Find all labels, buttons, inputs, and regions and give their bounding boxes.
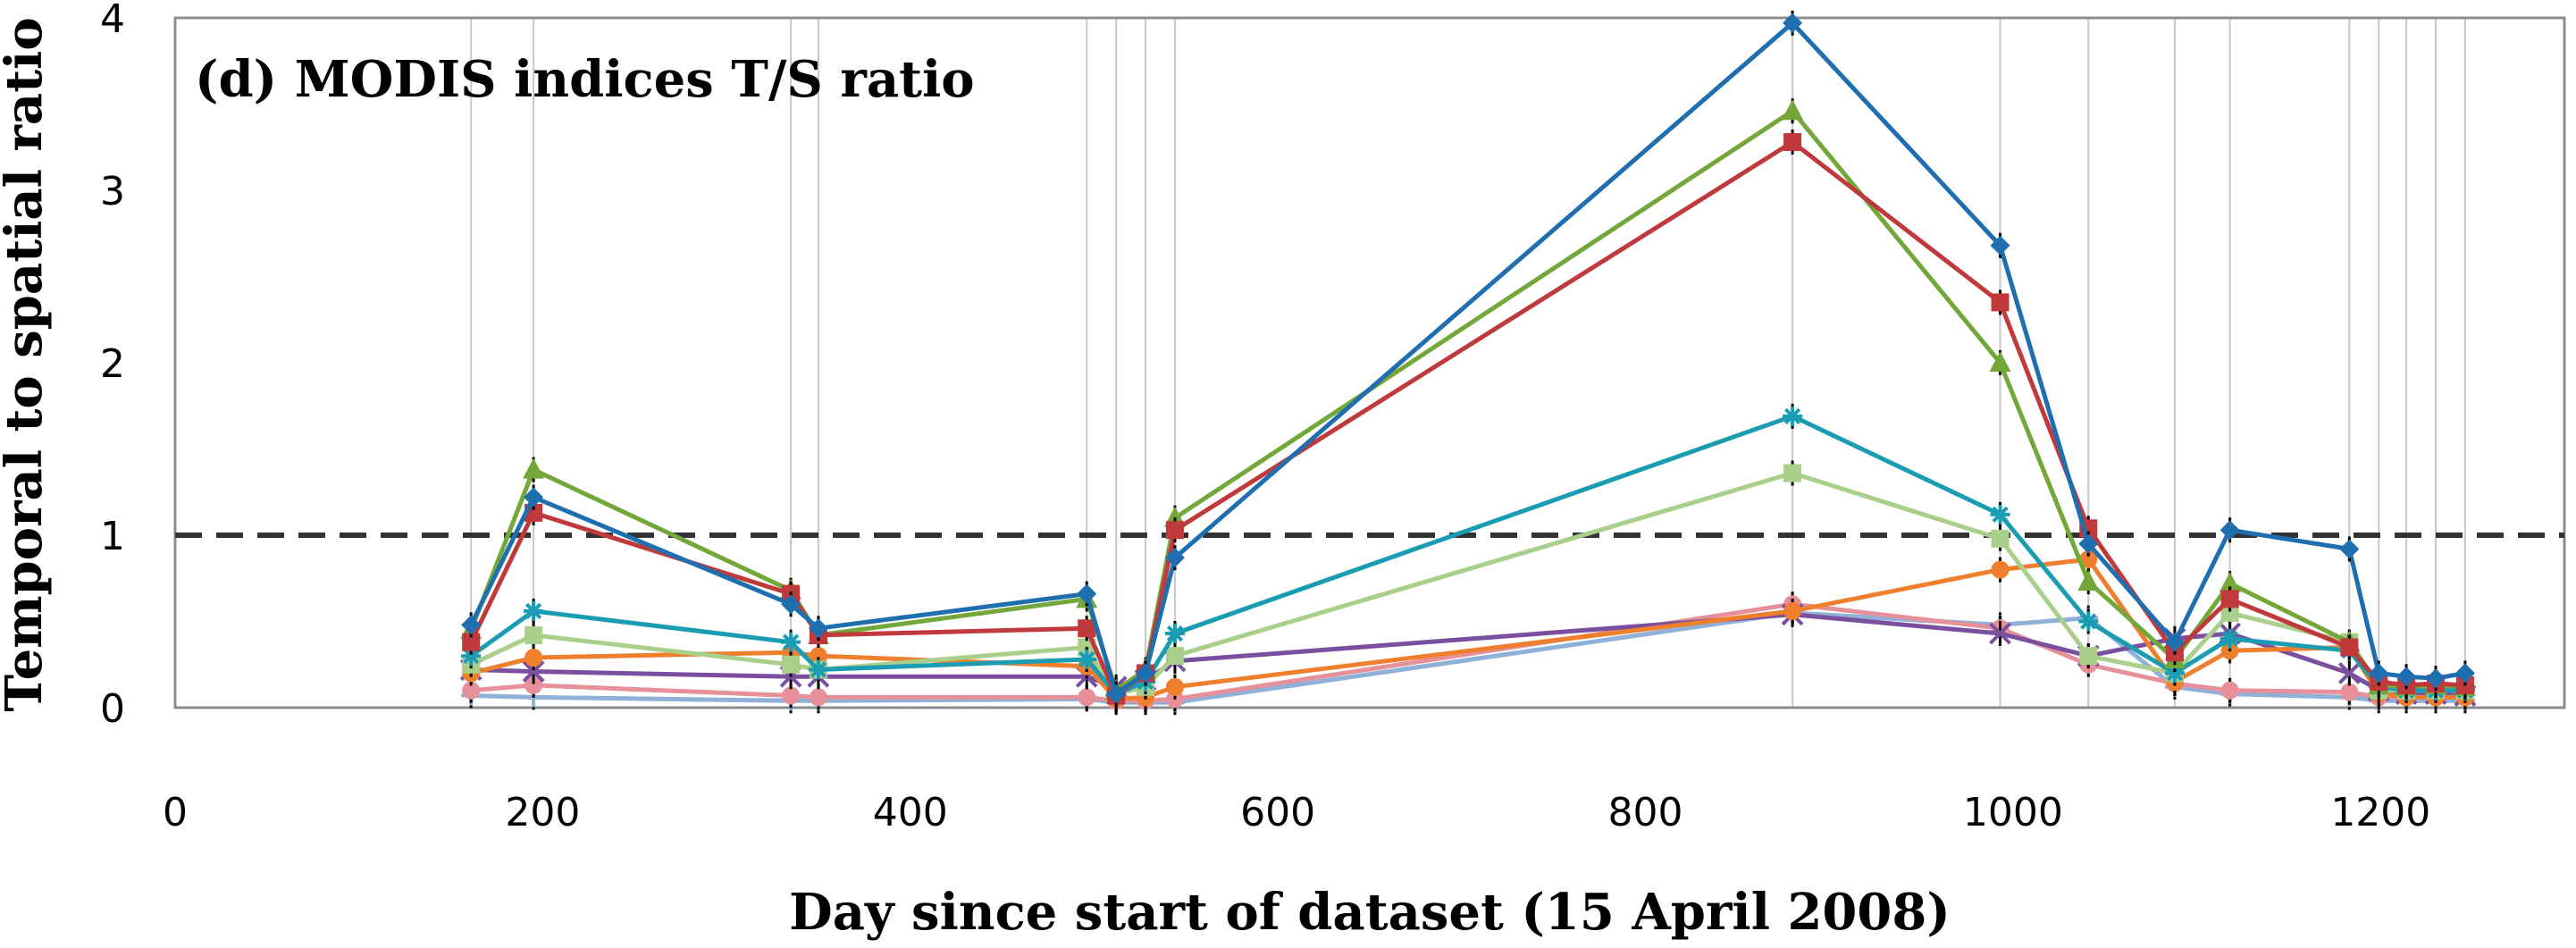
series-6 (462, 547, 2474, 712)
data-point (2078, 533, 2099, 554)
series-2 (462, 129, 2474, 709)
y-axis-title: Temporal to spatial ratio (0, 17, 54, 711)
plot-area-border (173, 16, 2566, 709)
y-tick-label: 0 (100, 686, 125, 732)
data-point (524, 625, 543, 644)
data-point (2219, 572, 2241, 593)
data-point (2164, 632, 2185, 652)
x-tick-label: 1200 (2330, 790, 2430, 835)
data-point (1078, 688, 1096, 707)
data-point (524, 675, 543, 694)
data-point (524, 649, 543, 667)
data-point (1077, 649, 1097, 669)
series-1 (461, 10, 2475, 707)
series-3 (460, 98, 2476, 703)
data-point (1165, 647, 1184, 666)
series-layer (459, 10, 2477, 716)
chart-title: (d) MODIS indices T/S ratio (195, 50, 975, 109)
data-point (2220, 603, 2239, 622)
data-point (782, 686, 801, 705)
data-point (1783, 601, 1802, 620)
data-point (809, 688, 827, 707)
x-axis-title: Day since start of dataset (15 April 200… (789, 883, 1951, 942)
data-point (523, 457, 545, 479)
data-point (1990, 504, 2010, 524)
data-point (2164, 663, 2185, 684)
data-point (1164, 624, 1185, 644)
y-tick-label: 2 (100, 341, 125, 387)
data-point (2369, 663, 2389, 684)
data-point (461, 615, 482, 635)
data-point (2337, 661, 2361, 684)
data-point (2079, 550, 2098, 569)
data-point (2220, 590, 2239, 608)
data-point (2340, 638, 2359, 657)
y-tick-label: 1 (100, 514, 125, 559)
data-point (1106, 684, 1127, 704)
data-point (1991, 529, 2010, 548)
x-tick-label: 1000 (1963, 790, 2063, 835)
data-point (2454, 663, 2475, 684)
series-line (468, 108, 2466, 693)
data-point (2220, 681, 2239, 700)
data-point (524, 487, 544, 508)
x-tick-label: 200 (505, 790, 580, 835)
data-point (1165, 677, 1184, 696)
data-point (2219, 628, 2240, 649)
data-point (808, 659, 828, 680)
vertical-gridlines (470, 18, 2466, 708)
data-point (809, 647, 827, 666)
data-point (1165, 521, 1184, 540)
data-point (462, 633, 481, 651)
x-tick-label: 400 (873, 790, 948, 835)
data-point (1991, 293, 2010, 312)
x-axis-ticks: 0 200 400 600 800 1000 1200 (163, 790, 2430, 835)
data-point (462, 681, 481, 700)
series-line (468, 21, 2466, 697)
data-point (1164, 548, 1185, 568)
x-tick-label: 0 (163, 790, 188, 835)
data-point (2078, 611, 2099, 632)
data-point (2219, 520, 2240, 541)
x-tick-label: 600 (1240, 790, 1315, 835)
data-point (1783, 406, 1803, 426)
data-point (1783, 464, 1802, 482)
data-point (461, 646, 482, 667)
data-point (2396, 667, 2417, 687)
y-tick-label: 3 (100, 169, 125, 214)
data-point (2079, 647, 2098, 666)
x-tick-label: 800 (1608, 790, 1683, 835)
data-point (1078, 619, 1096, 638)
y-tick-label: 4 (100, 0, 125, 42)
data-point (782, 655, 801, 674)
data-point (781, 632, 801, 652)
data-point (781, 594, 801, 615)
data-point (1990, 235, 2010, 256)
series-line (468, 139, 2466, 698)
data-point (2077, 570, 2100, 591)
data-point (522, 660, 545, 683)
y-axis-ticks: 0 1 2 3 4 (100, 0, 125, 732)
data-point (1991, 560, 2010, 579)
data-point (524, 600, 544, 621)
data-point (1783, 132, 1802, 151)
data-point (1783, 13, 1803, 33)
data-point (2340, 683, 2359, 701)
data-point (1782, 99, 1804, 121)
data-point (808, 618, 828, 639)
data-point (2426, 668, 2446, 689)
data-point (1136, 663, 1156, 684)
data-point (1989, 351, 2011, 372)
data-point (1989, 622, 2011, 645)
data-point (1077, 583, 1097, 604)
data-point (2339, 539, 2360, 559)
